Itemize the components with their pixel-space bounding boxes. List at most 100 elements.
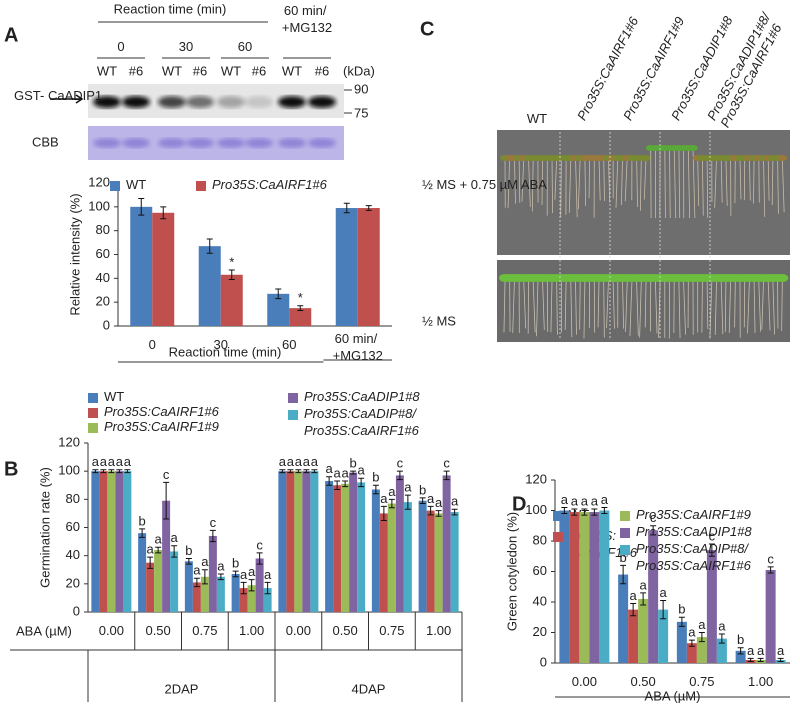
letter: a (217, 558, 225, 573)
error-bar (206, 238, 213, 254)
error-bar (295, 469, 302, 474)
letter: a (334, 465, 342, 480)
letter: a (698, 617, 706, 632)
legend-label: Pro35S:CaADIP#8/ Pro35S:CaAIRF1#6 (304, 406, 420, 438)
error-bar (708, 543, 715, 557)
lane-label: WT (97, 63, 117, 78)
group-label: 2DAP (165, 681, 199, 696)
y-tick-label: 120 (88, 174, 110, 189)
y-tick-label: 100 (525, 502, 547, 517)
root (503, 281, 506, 333)
letter: a (342, 465, 350, 480)
photo-row: ½ MS (422, 313, 456, 328)
error-bar (650, 525, 657, 536)
letter: b (372, 470, 379, 485)
blot-group: 30 (179, 39, 193, 54)
bar (357, 208, 380, 326)
bar (706, 550, 717, 663)
root (655, 281, 658, 334)
error-bar (358, 477, 365, 488)
bar (371, 489, 380, 612)
letter: a (561, 492, 569, 507)
root (697, 157, 700, 206)
x-tick-label: 60 (282, 337, 296, 352)
legend-swatch (288, 410, 298, 420)
root (598, 157, 601, 201)
x-axis-label: ABA (µM) (16, 623, 72, 638)
y-axis-label: Germination rate (%) (37, 467, 52, 588)
bar (686, 643, 697, 663)
bar (99, 471, 108, 612)
root (550, 281, 553, 333)
root (644, 281, 647, 328)
root (758, 157, 760, 203)
root (521, 157, 525, 202)
cbb-band (186, 138, 214, 148)
root (687, 147, 691, 219)
x-tick-label: 0.50 (332, 623, 357, 638)
bar (170, 551, 179, 612)
root (734, 281, 736, 328)
letter: b (232, 556, 239, 571)
error-bar (160, 206, 167, 220)
bar (599, 510, 610, 663)
bar (450, 512, 459, 612)
blot-group: 0 (117, 39, 124, 54)
letter: a (380, 491, 388, 506)
letter: c (397, 456, 404, 471)
letter: a (451, 494, 459, 509)
letter: c (256, 537, 263, 552)
root (706, 157, 709, 218)
root (658, 281, 661, 338)
error-bar (138, 197, 145, 216)
bar (628, 609, 639, 663)
root (531, 157, 534, 212)
arrow (50, 94, 84, 104)
y-tick-label: 40 (66, 547, 80, 562)
error-bar (232, 570, 239, 578)
legend-label: Pro35S:CaADIP1#8 (304, 389, 420, 404)
root (625, 281, 628, 332)
bar (333, 485, 342, 612)
error-bar (100, 469, 107, 474)
root (528, 157, 531, 207)
error-bar (404, 494, 411, 510)
y-tick-label: 80 (66, 491, 80, 506)
bar (198, 246, 221, 326)
bar (426, 510, 435, 612)
legend-swatch (553, 511, 563, 521)
error-bar (334, 480, 341, 490)
y-tick-label: 80 (96, 222, 110, 237)
x-tick-label: 1.00 (748, 674, 773, 689)
x-axis-label: ABA (µM) (645, 688, 701, 703)
cbb-band (93, 138, 121, 148)
root (678, 147, 681, 219)
y-axis-label: Green cotyledon (%) (504, 512, 519, 631)
error-bar (698, 632, 705, 643)
lane-label: #6 (129, 63, 143, 78)
letter: a (427, 491, 435, 506)
root (579, 281, 581, 330)
root (636, 281, 639, 336)
y-tick-label: 100 (58, 463, 80, 478)
error-bar (287, 469, 294, 474)
legend-swatch (553, 532, 563, 542)
y-tick-label: 60 (96, 246, 110, 261)
bar (200, 576, 209, 612)
root (514, 157, 516, 204)
root (542, 281, 545, 330)
root (551, 157, 554, 214)
root (761, 281, 764, 330)
root (603, 157, 605, 202)
bar (138, 533, 147, 612)
band (245, 96, 273, 108)
error-bar (193, 577, 200, 588)
root (554, 157, 558, 200)
bar (403, 502, 412, 612)
x-tick-label: 0.00 (286, 623, 311, 638)
cbb-band (122, 138, 150, 148)
root (763, 157, 766, 217)
bar (130, 206, 153, 326)
root (612, 281, 615, 329)
y-tick-label: 100 (88, 198, 110, 213)
